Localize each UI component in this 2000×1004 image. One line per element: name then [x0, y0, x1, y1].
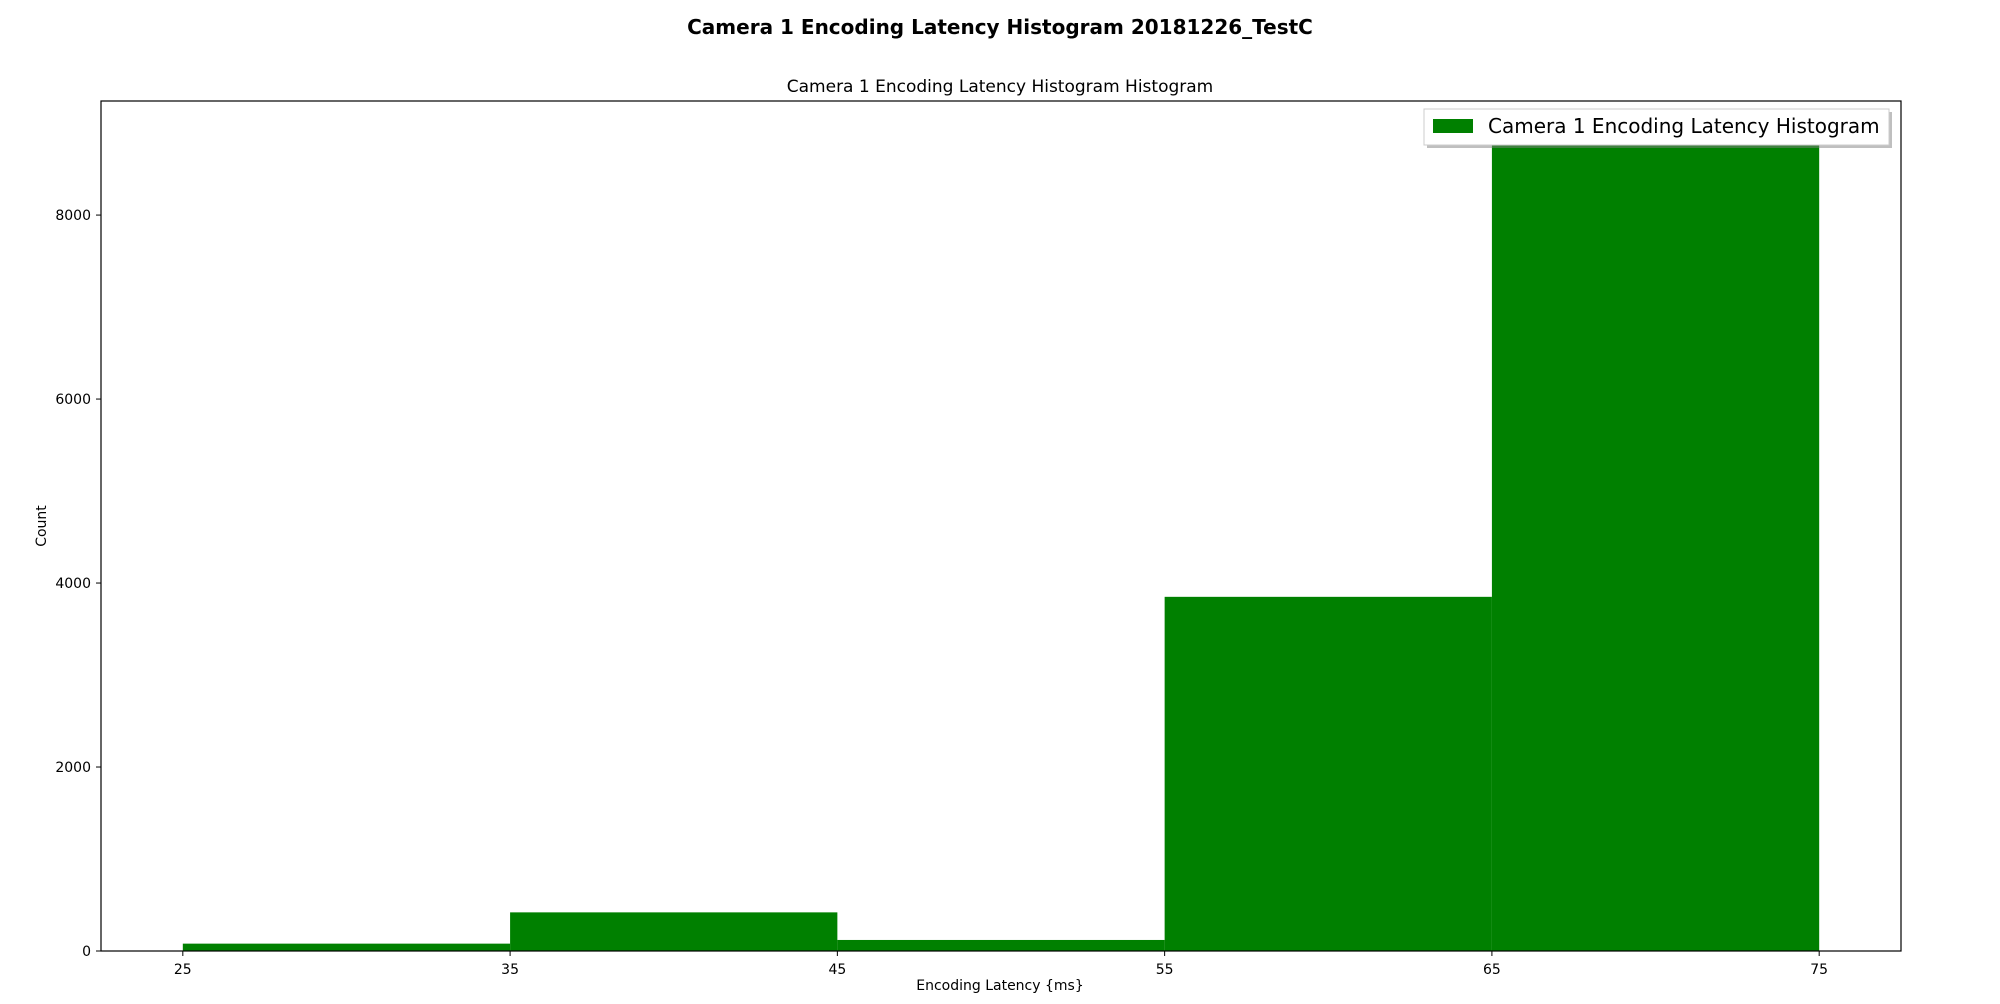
y-axis-label: Count: [34, 505, 50, 547]
y-tick-label-1: 2000: [55, 760, 91, 776]
y-tick-label-0: 0: [82, 944, 91, 960]
legend-box: [1423, 108, 1890, 146]
x-tick-label-4: 65: [1483, 962, 1501, 978]
histogram-bar-4: [1491, 141, 1820, 951]
histogram-bar-3: [1164, 596, 1492, 951]
x-tick-label-0: 25: [174, 962, 192, 978]
chart-title: Camera 1 Encoding Latency Histogram Hist…: [787, 77, 1213, 97]
histogram-bar-1: [510, 912, 838, 951]
ticks-layer: 25 35 45 55 65 75 0 2000 4000 6000 8000: [55, 208, 1828, 978]
x-axis-label: Encoding Latency {ms}: [916, 978, 1084, 994]
x-tick-label-5: 75: [1810, 962, 1828, 978]
histogram-bar-0: [182, 943, 511, 951]
legend: Camera 1 Encoding Latency Histogram: [1423, 108, 1892, 148]
bars-layer: [182, 141, 1820, 951]
histogram-bar-2: [837, 939, 1165, 951]
x-tick-label-2: 45: [828, 962, 846, 978]
chart-suptitle: Camera 1 Encoding Latency Histogram 2018…: [687, 15, 1313, 39]
x-tick-label-3: 55: [1156, 962, 1174, 978]
y-tick-label-4: 8000: [55, 208, 91, 224]
legend-label: Camera 1 Encoding Latency Histogram: [1488, 114, 1880, 138]
y-tick-label-2: 4000: [55, 576, 91, 592]
plot-frame: [100, 100, 1902, 952]
x-tick-label-1: 35: [501, 962, 519, 978]
legend-swatch: [1433, 119, 1473, 133]
y-tick-label-3: 6000: [55, 392, 91, 408]
